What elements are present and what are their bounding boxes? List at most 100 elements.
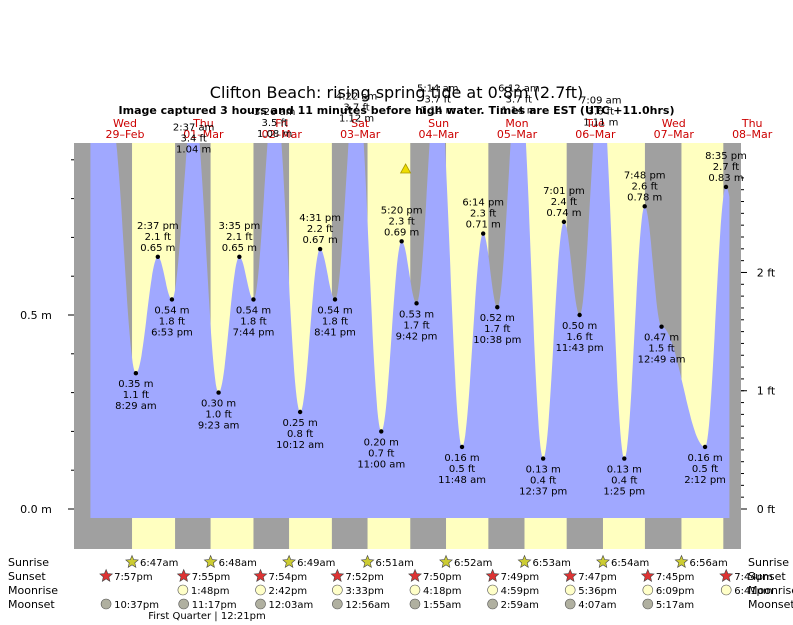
tide-label: 1.8 ft [240, 316, 266, 327]
chart-title: Clifton Beach: rising spring tide at 0.8… [209, 83, 584, 102]
now-marker-icon [399, 163, 412, 174]
tide-label: 7:01 pm [543, 186, 585, 197]
day-name: Thu [741, 117, 763, 130]
moonrise-time: 3:33pm [345, 586, 384, 597]
moon-circle-icon [487, 584, 498, 596]
moonset-time: 12:56am [345, 600, 390, 611]
sun-moon-almanac: Sunrise Sunrise 6:47am 6:48am 6:49am 6:51am 6:… [8, 554, 793, 622]
moonset-time: 1:55am [423, 600, 461, 611]
star-icon [203, 554, 218, 568]
tide-label: 0.53 m [399, 309, 434, 320]
tide-point [155, 254, 161, 259]
moonset-label-left: Moonset [8, 598, 55, 611]
tide-label: 0.52 m [480, 313, 515, 324]
tide-label: 2.1 ft [226, 232, 252, 243]
tide-point [379, 429, 384, 434]
tide-label: 10:38 pm [473, 335, 521, 346]
tide-point [702, 444, 708, 450]
tide-label: 0.78 m [627, 192, 662, 203]
moonset-time: 4:07am [578, 600, 616, 611]
tide-label: 3.5 ft [261, 118, 287, 129]
day-date: 07–Mar [654, 128, 695, 141]
day-date: 03–Mar [340, 128, 381, 141]
tide-label: 1.14 m [501, 106, 536, 117]
moon-circle-icon [564, 598, 576, 610]
tide-label: 8:41 pm [314, 327, 356, 338]
moonset-time: 10:37pm [114, 600, 159, 611]
tide-label: 6:12 am [498, 84, 540, 95]
moon-phase-label: First Quarter | 12:21pm [148, 611, 266, 622]
moon-circle-icon [332, 584, 343, 596]
tide-point [399, 239, 404, 244]
tide-label: 1.0 ft [205, 410, 231, 421]
tide-label: 5:14 am [417, 84, 459, 95]
moonrise-time: 6:09pm [656, 586, 695, 597]
tide-label: 0.83 m [708, 173, 743, 184]
tide-label: 4:22 am [336, 91, 378, 102]
chart-subtitle: Image captured 3 hours and 11 minutes be… [118, 104, 675, 117]
sunrise-time: 6:54am [611, 558, 649, 569]
tide-label: 0.7 ft [368, 448, 394, 459]
tide-label: 7:44 pm [233, 327, 275, 338]
tide-label: 0.13 m [607, 465, 642, 476]
tide-label: 3.7 ft [506, 95, 532, 106]
tide-label: 0.5 ft [692, 464, 718, 475]
right-axis-tick-label: 0 ft [757, 503, 776, 516]
tide-label: 2.6 ft [632, 181, 658, 192]
sunset-time: 7:50pm [423, 572, 462, 583]
tide-label: 1:25 pm [603, 487, 645, 498]
star-icon [99, 568, 114, 582]
star-icon [596, 554, 610, 568]
tide-point [317, 246, 323, 252]
tide-label: 2.1 ft [145, 232, 171, 243]
sunset-time: 7:49pm [501, 572, 540, 583]
tide-label: 2:37 pm [137, 221, 179, 232]
tide-label: 0.54 m [317, 305, 352, 316]
tide-label: 2.7 ft [713, 162, 739, 173]
tide-label: 0.13 m [526, 465, 561, 476]
tide-label: 3.4 ft [180, 133, 206, 144]
moon-circle-icon [177, 584, 189, 596]
sunrise-time: 6:53am [533, 558, 571, 569]
tide-label: 1.1 ft [123, 390, 149, 401]
sunrise-label-left: Sunrise [8, 556, 49, 569]
star-icon [176, 568, 191, 582]
tide-label: 3:35 pm [218, 221, 260, 232]
moon-circle-icon [100, 598, 112, 610]
moonrise-time: 4:59pm [501, 586, 540, 597]
moonrise-label-right: Moonrise [748, 584, 793, 597]
day-name: Tue [585, 117, 605, 130]
sunset-time: 7:45pm [656, 572, 695, 583]
tide-label: 1.8 ft [159, 316, 185, 327]
moon-circle-icon [642, 584, 654, 596]
tide-label: 10:12 am [276, 440, 324, 451]
star-icon [719, 568, 734, 582]
moonset-time: 11:17pm [192, 600, 237, 611]
day-date: 02–Mar [262, 128, 303, 141]
axes: 0.0 m 0.5 m 0 ft 1 ft 2 ft [20, 159, 776, 516]
tide-label: 3:26 am [254, 107, 296, 118]
day-date: 01–Mar [183, 128, 224, 141]
sunrise-time: 6:56am [689, 558, 727, 569]
tide-label: 0.5 ft [449, 464, 475, 475]
tide-label: 9:42 pm [396, 331, 438, 342]
moon-circle-icon [255, 584, 266, 596]
tide-label: 0.4 ft [611, 476, 637, 487]
moon-circle-icon [642, 598, 654, 610]
moon-circle-icon [564, 584, 576, 596]
sunrise-label-right: Sunrise [748, 556, 789, 569]
tide-label: 7:48 pm [624, 170, 666, 181]
day-name: Mon [505, 117, 528, 130]
moon-circle-icon [255, 598, 266, 610]
moonrise-time: 4:18pm [423, 586, 462, 597]
tide-point [577, 312, 582, 318]
tide-label: 0.74 m [546, 208, 581, 219]
day-name: Wed [113, 117, 137, 130]
sunset-label-left: Sunset [8, 570, 46, 583]
tide-label: 3.7 ft [425, 95, 451, 106]
moonrise-time: 6:41pm [734, 586, 773, 597]
moonset-time: 5:17am [656, 600, 694, 611]
tide-label: 0.30 m [201, 399, 236, 410]
tide-label: 2.3 ft [388, 216, 414, 227]
